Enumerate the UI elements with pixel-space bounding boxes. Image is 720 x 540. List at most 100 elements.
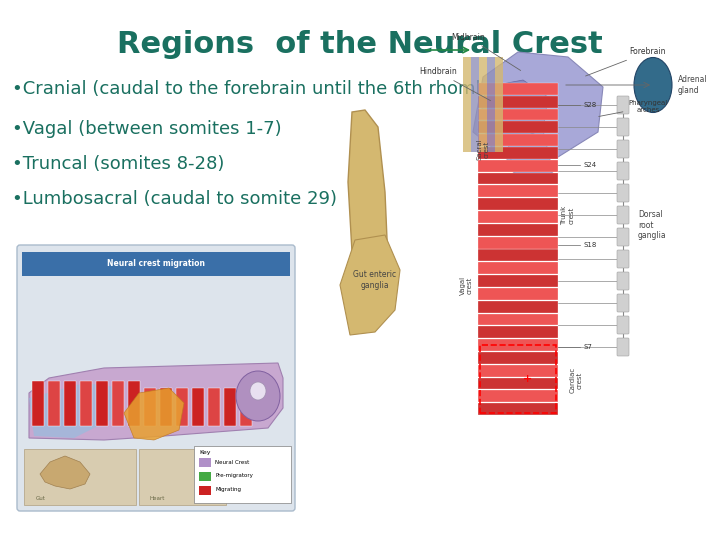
Text: Neural Crest: Neural Crest xyxy=(215,460,249,464)
FancyBboxPatch shape xyxy=(617,96,629,114)
Text: Regions  of the Neural Crest: Regions of the Neural Crest xyxy=(117,30,603,59)
FancyBboxPatch shape xyxy=(24,449,136,505)
FancyBboxPatch shape xyxy=(308,32,710,510)
FancyBboxPatch shape xyxy=(478,403,558,415)
FancyBboxPatch shape xyxy=(208,388,220,426)
FancyBboxPatch shape xyxy=(478,314,558,325)
FancyBboxPatch shape xyxy=(471,57,479,152)
Text: S18: S18 xyxy=(583,242,596,248)
Text: Dorsal
root
ganglia: Dorsal root ganglia xyxy=(638,210,667,240)
FancyBboxPatch shape xyxy=(617,294,629,312)
FancyBboxPatch shape xyxy=(478,326,558,338)
Polygon shape xyxy=(29,383,124,438)
FancyBboxPatch shape xyxy=(478,364,558,376)
FancyBboxPatch shape xyxy=(463,57,471,152)
FancyBboxPatch shape xyxy=(479,57,487,152)
Ellipse shape xyxy=(236,371,280,421)
Text: Heart: Heart xyxy=(150,496,166,501)
FancyBboxPatch shape xyxy=(478,198,558,210)
Polygon shape xyxy=(348,110,388,302)
FancyBboxPatch shape xyxy=(22,252,290,276)
FancyBboxPatch shape xyxy=(478,390,558,402)
Text: Neural crest migration: Neural crest migration xyxy=(107,260,205,268)
Text: S24: S24 xyxy=(583,162,596,168)
FancyBboxPatch shape xyxy=(478,122,558,133)
FancyBboxPatch shape xyxy=(199,458,211,467)
Polygon shape xyxy=(40,456,90,489)
FancyBboxPatch shape xyxy=(478,83,558,95)
FancyBboxPatch shape xyxy=(17,245,295,511)
FancyBboxPatch shape xyxy=(617,206,629,224)
FancyBboxPatch shape xyxy=(199,486,211,495)
Text: Pharyngeal
arches: Pharyngeal arches xyxy=(599,100,667,117)
FancyBboxPatch shape xyxy=(176,388,188,426)
FancyBboxPatch shape xyxy=(478,211,558,223)
Polygon shape xyxy=(478,80,548,142)
FancyBboxPatch shape xyxy=(478,147,558,159)
FancyBboxPatch shape xyxy=(478,185,558,197)
Ellipse shape xyxy=(250,382,266,400)
Text: Gut enteric
ganglia: Gut enteric ganglia xyxy=(354,271,397,289)
Polygon shape xyxy=(29,363,283,440)
FancyBboxPatch shape xyxy=(617,250,629,268)
Text: Forebrain: Forebrain xyxy=(585,48,666,76)
FancyBboxPatch shape xyxy=(478,339,558,351)
FancyBboxPatch shape xyxy=(478,377,558,389)
FancyBboxPatch shape xyxy=(478,301,558,313)
Text: •Lumbosacral (caudal to somite 29): •Lumbosacral (caudal to somite 29) xyxy=(12,190,337,208)
FancyBboxPatch shape xyxy=(478,275,558,287)
Text: Cardiac
crest: Cardiac crest xyxy=(570,367,582,393)
Text: Gut: Gut xyxy=(36,496,46,501)
Text: •Cranial (caudal to the forebrain until the 6th rhombomere): •Cranial (caudal to the forebrain until … xyxy=(12,80,552,98)
FancyBboxPatch shape xyxy=(478,109,558,120)
FancyBboxPatch shape xyxy=(478,249,558,261)
FancyBboxPatch shape xyxy=(64,381,76,426)
FancyBboxPatch shape xyxy=(80,381,92,426)
FancyBboxPatch shape xyxy=(139,449,226,505)
FancyBboxPatch shape xyxy=(194,446,291,503)
FancyBboxPatch shape xyxy=(478,134,558,146)
Text: Key: Key xyxy=(199,450,210,455)
Text: Midbrain: Midbrain xyxy=(451,32,521,71)
FancyBboxPatch shape xyxy=(478,237,558,248)
FancyBboxPatch shape xyxy=(617,184,629,202)
FancyBboxPatch shape xyxy=(240,388,252,426)
FancyBboxPatch shape xyxy=(617,162,629,180)
Text: S28: S28 xyxy=(583,102,596,108)
Text: Pre-migratory: Pre-migratory xyxy=(215,474,253,478)
FancyBboxPatch shape xyxy=(112,381,124,426)
FancyBboxPatch shape xyxy=(478,352,558,364)
Polygon shape xyxy=(508,130,553,182)
Text: +: + xyxy=(523,374,533,384)
FancyBboxPatch shape xyxy=(96,381,108,426)
Polygon shape xyxy=(473,52,603,160)
FancyBboxPatch shape xyxy=(617,316,629,334)
FancyBboxPatch shape xyxy=(478,224,558,235)
FancyBboxPatch shape xyxy=(478,288,558,300)
FancyBboxPatch shape xyxy=(144,388,156,426)
FancyBboxPatch shape xyxy=(617,338,629,356)
Polygon shape xyxy=(124,388,184,440)
FancyBboxPatch shape xyxy=(617,228,629,246)
FancyBboxPatch shape xyxy=(478,173,558,185)
FancyBboxPatch shape xyxy=(617,272,629,290)
FancyBboxPatch shape xyxy=(495,57,503,152)
FancyBboxPatch shape xyxy=(617,118,629,136)
Text: Adrenal
gland: Adrenal gland xyxy=(678,75,708,94)
FancyBboxPatch shape xyxy=(617,140,629,158)
FancyBboxPatch shape xyxy=(160,388,172,426)
FancyBboxPatch shape xyxy=(32,381,44,426)
FancyBboxPatch shape xyxy=(478,160,558,172)
Text: Vagal
crest: Vagal crest xyxy=(459,275,472,294)
FancyBboxPatch shape xyxy=(487,57,495,152)
Text: •Vagal (between somites 1-7): •Vagal (between somites 1-7) xyxy=(12,120,282,138)
FancyBboxPatch shape xyxy=(224,388,236,426)
Ellipse shape xyxy=(634,57,672,112)
FancyBboxPatch shape xyxy=(128,381,140,426)
Polygon shape xyxy=(340,235,400,335)
Text: Sacral
crest: Sacral crest xyxy=(477,138,490,160)
Text: Migrating: Migrating xyxy=(215,488,241,492)
Text: •Truncal (somites 8-28): •Truncal (somites 8-28) xyxy=(12,155,225,173)
FancyBboxPatch shape xyxy=(192,388,204,426)
FancyBboxPatch shape xyxy=(199,472,211,481)
